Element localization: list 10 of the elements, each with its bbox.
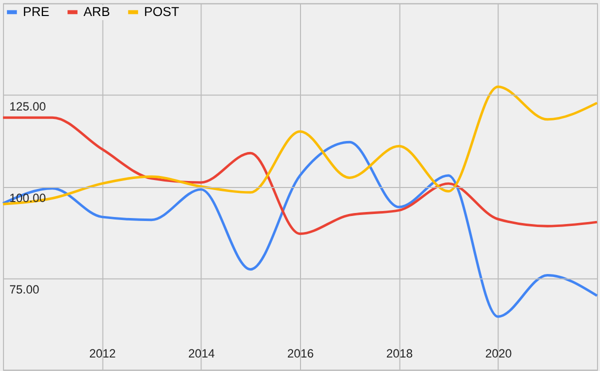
y-tick-label: 125.00 bbox=[9, 99, 46, 114]
x-tick-label: 2018 bbox=[386, 346, 414, 360]
x-tick-label: 2020 bbox=[485, 346, 512, 360]
legend-label: PRE bbox=[22, 4, 50, 20]
legend-label: ARB bbox=[83, 4, 110, 20]
x-tick-label: 2012 bbox=[89, 346, 116, 360]
legend-label: POST bbox=[144, 4, 180, 20]
x-tick-label: 2014 bbox=[188, 346, 216, 360]
y-tick-label: 75.00 bbox=[9, 282, 40, 297]
x-tick-label: 2016 bbox=[287, 346, 314, 360]
